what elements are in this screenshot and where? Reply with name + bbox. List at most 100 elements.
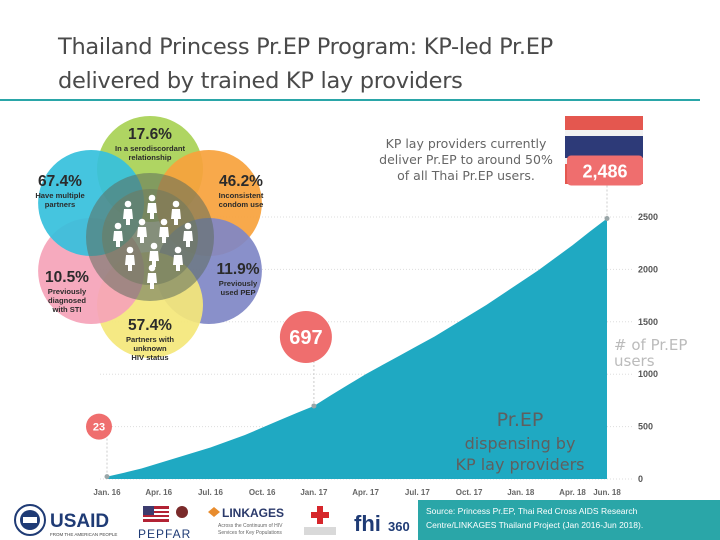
- area-title-line-1: Pr.EP: [497, 409, 544, 431]
- person-icon: [124, 200, 132, 208]
- petal-description: Previously: [48, 287, 87, 296]
- person-icon: [184, 222, 192, 230]
- person-icon: [147, 273, 157, 289]
- x-tick-label: Oct. 17: [456, 488, 483, 497]
- linkages-wordmark: LINKAGES: [222, 506, 284, 520]
- badge-shape: [567, 155, 643, 186]
- x-tick-label: Jan. 18: [507, 488, 535, 497]
- x-tick-label: Apr. 18: [559, 488, 586, 497]
- person-icon: [137, 227, 147, 243]
- area-title-line-3: KP lay providers: [455, 455, 584, 474]
- title-line-2: delivered by trained KP lay providers: [58, 68, 463, 94]
- callout-line-3: of all Thai Pr.EP users.: [397, 168, 535, 183]
- source-line-1: Source: Princess Pr.EP, Thai Red Cross A…: [426, 506, 638, 516]
- x-tick-label: Jan. 16: [93, 488, 121, 497]
- person-icon: [150, 242, 158, 250]
- linkages-tagline-1: Across the Continuum of HIV: [218, 523, 283, 529]
- petal-description: used PEP: [220, 288, 255, 297]
- person-icon: [147, 203, 157, 219]
- fhi360-logo: fhi 360: [354, 511, 410, 536]
- y-axis-label: # of Pr.EP users: [614, 336, 692, 370]
- person-icon: [173, 255, 183, 271]
- pepfar-logo: PEPFAR: [138, 506, 191, 540]
- x-tick-label: Apr. 17: [352, 488, 379, 497]
- person-icon: [172, 200, 180, 208]
- petal-percent: 17.6%: [128, 126, 172, 143]
- petal-description: partners: [45, 200, 75, 209]
- petal-description: Inconsistent: [219, 191, 264, 200]
- petal-description: HIV status: [131, 353, 168, 362]
- red-cross-logo: [304, 506, 336, 535]
- person-icon: [174, 246, 182, 254]
- title-divider: [0, 99, 700, 101]
- y-tick-label: 0: [638, 474, 643, 484]
- point-marker: [604, 215, 610, 221]
- callout-line-1: KP lay providers currently: [386, 136, 547, 151]
- x-tick-label: Jan. 17: [300, 488, 328, 497]
- y-axis-ticks: 0 500 1000 1500 2000 2500: [638, 212, 658, 484]
- badge-shape: [86, 413, 112, 440]
- callout-line-2: deliver Pr.EP to around 50%: [379, 152, 553, 167]
- annotation-badges: 23 697 2,486: [86, 155, 643, 480]
- logo-strip: USAID FROM THE AMERICAN PEOPLE PEPFAR LI…: [14, 504, 410, 540]
- petal-description: Have multiple: [35, 191, 84, 200]
- badge-shape: [279, 310, 332, 363]
- petal-percent: 10.5%: [45, 269, 89, 286]
- x-tick-label: Jun. 18: [593, 488, 621, 497]
- badge-label: 2,486: [582, 161, 627, 181]
- person-icon: [159, 227, 169, 243]
- person-icon: [113, 231, 123, 247]
- y-tick-label: 2500: [638, 212, 658, 222]
- badge-label: 23: [93, 422, 105, 434]
- page-title: Thailand Princess Pr.EP Program: KP-led …: [58, 30, 708, 98]
- fhi-number: 360: [388, 519, 410, 534]
- linkages-logo: LINKAGES Across the Continuum of HIV Ser…: [208, 506, 284, 536]
- source-line-2: Centre/LINKAGES Thailand Project (Jan 20…: [426, 520, 644, 530]
- x-axis-ticks: Jan. 16 Apr. 16 Jul. 16 Oct. 16 Jan. 17 Apr. …: [93, 488, 621, 497]
- petal-percent: 57.4%: [128, 317, 172, 334]
- person-icon: [123, 209, 133, 225]
- usaid-wordmark: USAID: [50, 511, 109, 532]
- petal-description: relationship: [128, 153, 171, 162]
- petal-description: In a serodiscordant: [115, 144, 186, 153]
- petal-description: condom use: [219, 200, 264, 209]
- person-icon: [125, 255, 135, 271]
- person-icon: [183, 231, 193, 247]
- badge-label: 697: [289, 327, 322, 349]
- person-icon: [126, 246, 134, 254]
- person-icon: [138, 218, 146, 226]
- point-marker: [104, 474, 110, 480]
- petal-description: diagnosed: [48, 296, 86, 305]
- chart-canvas: Jan. 16 Apr. 16 Jul. 16 Oct. 16 Jan. 17 Apr. …: [35, 116, 692, 497]
- x-tick-label: Apr. 16: [145, 488, 172, 497]
- source-note: Source: Princess Pr.EP, Thai Red Cross A…: [418, 500, 720, 540]
- petal-percent: 46.2%: [219, 173, 263, 190]
- y-tick-label: 1000: [638, 369, 658, 379]
- person-icon: [148, 264, 156, 272]
- area-title-line-2: dispensing by: [465, 434, 576, 453]
- pepfar-wordmark: PEPFAR: [138, 527, 191, 540]
- linkages-tagline-2: Services for Key Populations: [218, 530, 282, 536]
- y-axis-label-line-1: # of Pr.EP: [614, 336, 687, 354]
- y-tick-label: 2000: [638, 264, 658, 274]
- x-tick-label: Oct. 16: [249, 488, 276, 497]
- fhi-wordmark: fhi: [354, 511, 381, 536]
- petal-description: with STI: [51, 305, 81, 314]
- petal-description: unknown: [133, 344, 167, 353]
- person-icon: [114, 222, 122, 230]
- partner-logos: USAID FROM THE AMERICAN PEOPLE PEPFAR LI…: [8, 500, 418, 540]
- y-tick-label: 1500: [638, 317, 658, 327]
- title-line-1: Thailand Princess Pr.EP Program: KP-led …: [58, 34, 553, 60]
- y-axis-label-line-2: users: [614, 352, 655, 370]
- petal-description: Partners with: [126, 335, 174, 344]
- petal-description: Previously: [219, 279, 258, 288]
- person-icon: [160, 218, 168, 226]
- person-icon: [149, 251, 159, 267]
- person-icon: [148, 194, 156, 202]
- y-tick-label: 500: [638, 422, 653, 432]
- x-tick-label: Jul. 17: [405, 488, 430, 497]
- person-icon: [171, 209, 181, 225]
- area-fill: [107, 218, 607, 479]
- point-marker: [311, 403, 317, 409]
